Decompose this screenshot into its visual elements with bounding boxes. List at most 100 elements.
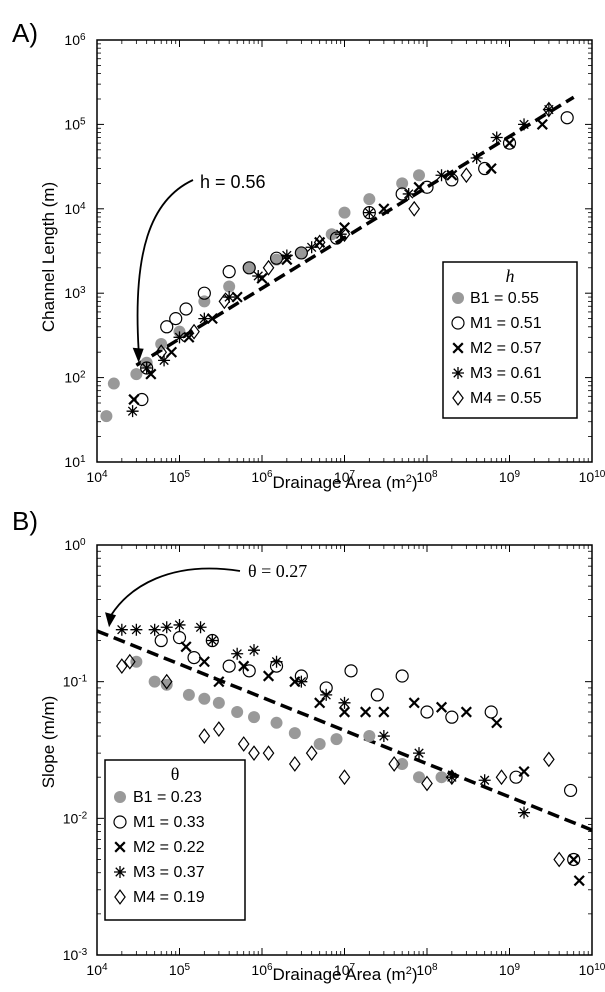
- series-diamond: [115, 653, 566, 868]
- panel-b-legend-box: [104, 759, 246, 921]
- panel-a: A) 104 105 106 107 108 109 1010101102103104105…: [12, 18, 605, 492]
- legend-marker-asterisk: [452, 367, 464, 379]
- data-point: [509, 770, 523, 784]
- data-point: [495, 769, 508, 786]
- data-point: [470, 151, 483, 164]
- data-point: [330, 733, 343, 746]
- data-point: [183, 331, 195, 343]
- data-point: [269, 251, 284, 265]
- panel-b-annotation-arrow: [110, 567, 241, 616]
- data-point: [198, 312, 211, 325]
- data-point: [145, 368, 157, 380]
- legend-marker-diamond: [452, 390, 464, 406]
- data-point: [460, 706, 472, 718]
- panel-a-annotation-arrowhead: [132, 347, 144, 363]
- legend-entry-label: M3 = 0.61: [470, 365, 542, 382]
- panel-a-legend-title: h: [506, 266, 515, 286]
- legend-marker-x: [114, 841, 126, 853]
- data-point: [270, 716, 283, 729]
- data-point: [218, 293, 231, 310]
- legend-entry-label: M4 = 0.55: [470, 390, 542, 407]
- data-point: [363, 193, 376, 206]
- data-point: [222, 659, 236, 673]
- data-point: [231, 705, 244, 718]
- data-point: [413, 771, 426, 784]
- data-point: [243, 261, 256, 274]
- data-point: [158, 354, 171, 367]
- panel-b-legend-title: θ: [171, 764, 180, 784]
- data-point: [198, 692, 211, 705]
- panel-a-legend-entries: B1 = 0.55 M1 = 0.51 M2 = 0.57 M3 = 0.61 M4 =…: [451, 290, 542, 407]
- data-point: [314, 697, 326, 709]
- data-point: [182, 688, 195, 701]
- panel-b-x-axis-label-text: Drainage Area (m: [272, 965, 405, 984]
- panel-a-legend-box: [442, 261, 578, 419]
- data-point: [338, 226, 351, 243]
- data-point: [238, 660, 250, 672]
- data-point: [338, 696, 351, 709]
- data-point: [567, 852, 581, 867]
- data-point: [188, 323, 200, 340]
- data-point: [408, 697, 420, 709]
- data-point: [435, 701, 448, 713]
- data-point: [478, 774, 491, 787]
- data-point: [248, 711, 261, 724]
- data-point: [445, 771, 458, 784]
- legend-marker-x: [452, 342, 464, 354]
- data-point: [378, 203, 390, 215]
- panel-a-x-axis-label: Drainage Area (m2): [272, 473, 417, 492]
- panel-b-legend: θ B1 = 0.23 M1 = 0.33 M2 = 0.22 M3 = 0.37 M4…: [104, 759, 246, 921]
- fit-line: [135, 95, 575, 367]
- data-point: [338, 706, 351, 718]
- data-point: [135, 392, 149, 407]
- series-asterisk: [115, 618, 531, 819]
- data-point: [107, 377, 120, 390]
- legend-marker-open-circle: [113, 815, 127, 829]
- data-point: [518, 806, 531, 819]
- data-point: [160, 320, 174, 334]
- data-point: [420, 180, 434, 194]
- data-point: [359, 706, 372, 718]
- data-point: [435, 169, 448, 182]
- data-point: [560, 111, 574, 125]
- data-point: [252, 269, 265, 282]
- data-point: [148, 675, 161, 688]
- data-point: [295, 675, 308, 688]
- series-asterisk: [126, 103, 555, 418]
- data-point: [408, 200, 421, 217]
- data-point: [288, 756, 301, 772]
- data-point: [115, 623, 128, 636]
- data-point: [231, 647, 244, 660]
- legend-entry-label: M2 = 0.57: [470, 340, 542, 357]
- data-point: [445, 710, 459, 724]
- data-point: [413, 747, 426, 760]
- data-point: [363, 730, 376, 743]
- legend-entry-label: M3 = 0.37: [133, 864, 205, 881]
- panel-b-annotation-text: θ = 0.27: [248, 561, 307, 581]
- data-point: [173, 618, 186, 631]
- legend-entry-label: M2 = 0.22: [133, 839, 205, 856]
- panel-b-annotation-arrowhead: [105, 612, 117, 628]
- data-point: [460, 167, 473, 184]
- panel-a-marks: [100, 101, 574, 423]
- data-point: [160, 678, 173, 691]
- data-point: [280, 249, 293, 262]
- panel-b: B) 104 105 106 107 108 109 101010-310-210-1100…: [12, 506, 605, 984]
- panel-b-x-axis-label-end: ): [412, 965, 418, 984]
- data-point: [485, 162, 497, 175]
- panel-a-annotation-text: h = 0.56: [200, 172, 266, 192]
- data-point: [262, 259, 275, 276]
- data-point: [223, 280, 236, 293]
- data-point: [155, 344, 168, 361]
- series-diamond: [155, 101, 555, 361]
- data-point: [262, 670, 275, 682]
- data-point: [543, 101, 555, 118]
- data-point: [445, 769, 458, 786]
- data-point: [484, 705, 498, 719]
- data-point: [420, 705, 434, 719]
- data-point: [194, 621, 207, 634]
- legend-entry-label: M1 = 0.51: [470, 315, 542, 332]
- data-point: [248, 745, 260, 762]
- legend-entry-label: B1 = 0.23: [133, 789, 202, 806]
- data-point: [173, 331, 186, 344]
